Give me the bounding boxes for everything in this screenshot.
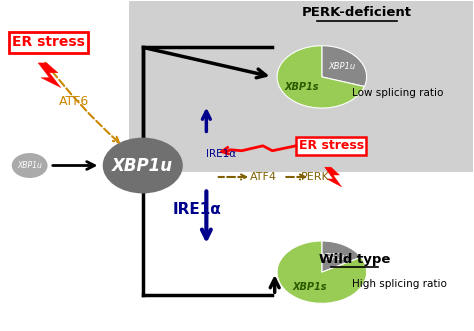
Text: High splicing ratio: High splicing ratio bbox=[352, 279, 447, 289]
Text: ATF6: ATF6 bbox=[59, 95, 90, 108]
Text: ER stress: ER stress bbox=[12, 35, 85, 49]
Wedge shape bbox=[322, 241, 361, 272]
Text: XBP1s: XBP1s bbox=[292, 282, 327, 292]
Wedge shape bbox=[277, 46, 365, 108]
Wedge shape bbox=[277, 241, 366, 303]
Text: IRE1α: IRE1α bbox=[173, 202, 221, 217]
Circle shape bbox=[103, 138, 183, 193]
Text: Wild type: Wild type bbox=[319, 253, 391, 265]
Circle shape bbox=[12, 153, 47, 178]
Text: XBP1u: XBP1u bbox=[328, 62, 356, 71]
Polygon shape bbox=[38, 63, 61, 87]
Polygon shape bbox=[325, 167, 342, 187]
Bar bbox=[128, 1, 473, 172]
Text: XBP1u: XBP1u bbox=[321, 253, 348, 262]
Text: XBP1u: XBP1u bbox=[112, 157, 173, 174]
Text: PERK: PERK bbox=[301, 172, 329, 182]
Text: ER stress: ER stress bbox=[299, 139, 364, 152]
Text: IRE1α: IRE1α bbox=[206, 149, 237, 159]
Wedge shape bbox=[322, 46, 366, 86]
Text: XBP1u: XBP1u bbox=[17, 161, 42, 170]
Text: ATF4: ATF4 bbox=[249, 172, 276, 182]
Text: Low splicing ratio: Low splicing ratio bbox=[352, 88, 443, 98]
Text: PERK-deficient: PERK-deficient bbox=[302, 6, 412, 20]
Text: XBP1s: XBP1s bbox=[285, 82, 319, 92]
